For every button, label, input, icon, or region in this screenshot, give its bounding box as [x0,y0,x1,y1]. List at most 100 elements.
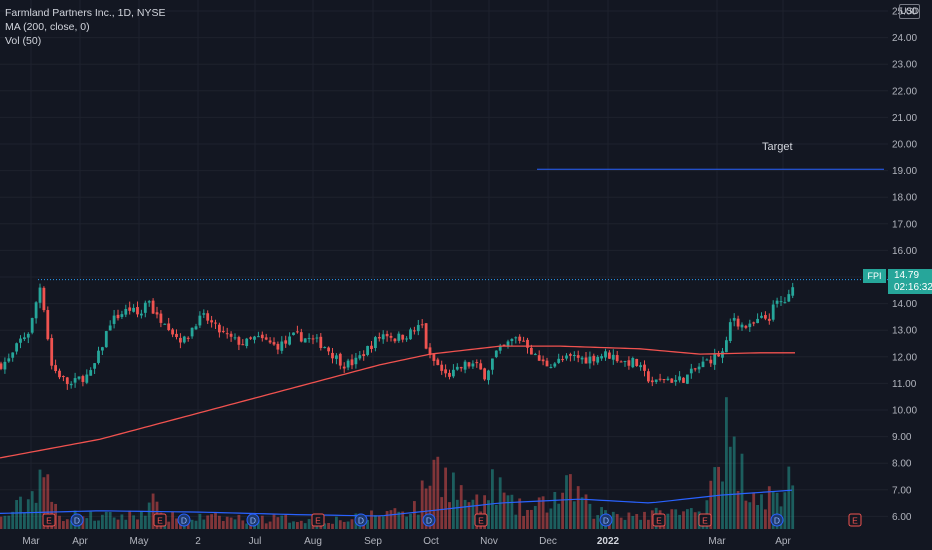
candle-body [261,335,264,338]
candle-body [721,351,724,357]
time-tick-label: Mar [22,536,40,547]
volume-bar [452,473,455,529]
volume-bar [97,520,100,529]
price-axis[interactable]: 25.00 24.00 23.00 22.00 21.00 20.00 19.00 18.00… [892,7,917,523]
volume-bar [577,486,580,529]
volume-bar [745,501,748,529]
candle-body [386,334,389,336]
candle-body [514,337,517,338]
volume-bar [752,492,755,529]
candle-body [776,301,779,304]
earnings-marker: E [653,514,665,526]
volume-bar [93,521,96,529]
candle-body [417,325,420,331]
volume-bar [678,515,681,529]
volume-bar [635,514,638,529]
time-tick-label: Sep [364,536,382,547]
volume-bar [741,454,744,529]
volume-bar [238,515,241,529]
volume-bar [261,516,264,529]
volume-bar [417,515,420,529]
candle-body [452,370,455,377]
candle-body [491,359,494,370]
svg-text:D: D [181,516,187,526]
candle-body [54,365,57,371]
price-tick-label: 14.00 [892,299,917,310]
candle-body [253,337,256,340]
candle-body [600,356,603,358]
candle-body [628,360,631,366]
candle-body [702,362,705,367]
candle-body [409,329,412,339]
volume-bar [518,498,521,529]
candle-body [780,301,783,302]
candle-body [230,334,233,337]
candle-body [464,362,467,370]
volume-bar [748,502,751,529]
volume-bar [386,511,389,529]
volume-bar [409,514,412,529]
candle-body [495,351,498,357]
candle-body [487,371,490,381]
volume-bar [378,516,381,529]
candle-body [784,302,787,303]
time-tick-label: Aug [304,536,322,547]
volume-bar [472,500,475,529]
volume-bar [144,516,147,529]
earnings-marker: E [312,514,324,526]
legend-title[interactable]: Farmland Partners Inc., 1D, NYSE [5,6,165,20]
legend-volume[interactable]: Vol (50) [5,34,165,48]
candle-body [304,338,307,342]
candle-body [635,359,638,366]
candle-body [764,315,767,319]
svg-text:E: E [315,516,321,526]
candle-body [39,288,42,303]
time-axis[interactable]: Mar Apr May 2 Jul Aug Sep Oct Nov Dec 2022 Mar Apr [22,536,791,547]
svg-text:D: D [250,516,256,526]
volume-bar [538,497,541,529]
candle-body [4,362,7,370]
candle-body [604,351,607,357]
candle-body [479,363,482,369]
volume-bar [553,492,556,529]
candle-body [7,358,10,361]
currency-badge[interactable]: USD [899,4,920,19]
earnings-marker: E [154,514,166,526]
candle-body [183,337,186,343]
volume-bar [175,518,178,529]
volume-bar [413,501,416,529]
candle-body [335,355,338,358]
candle-body [226,333,229,334]
volume-bar [503,493,506,529]
volume-bar [495,505,498,529]
candle-body [456,367,459,370]
volume-bar [530,510,533,529]
volume-bar [296,522,299,529]
candle-body [448,373,451,377]
candle-body [144,303,147,313]
candle-body [62,376,65,377]
candle-body [737,319,740,327]
last-price-tag: 14.79 02:16:32 [888,269,932,294]
volume-bar [791,485,794,529]
candle-body [729,322,732,341]
candle-body [89,370,92,376]
candle-body [351,359,354,365]
candle-body [503,345,506,346]
candle-body [624,361,627,362]
candle-body [202,313,205,314]
candle-body [468,362,471,366]
price-tick-label: 11.00 [892,379,917,390]
candle-body [542,360,545,362]
candle-body [171,329,174,334]
volume-bar [643,512,646,529]
candle-body [659,379,662,380]
candle-body [534,354,537,355]
volume-bar [300,521,303,529]
legend-ma[interactable]: MA (200, close, 0) [5,20,165,34]
volume-bar [23,512,26,529]
volume-bar [374,515,377,529]
candle-body [74,378,77,383]
candle-body [0,363,2,368]
